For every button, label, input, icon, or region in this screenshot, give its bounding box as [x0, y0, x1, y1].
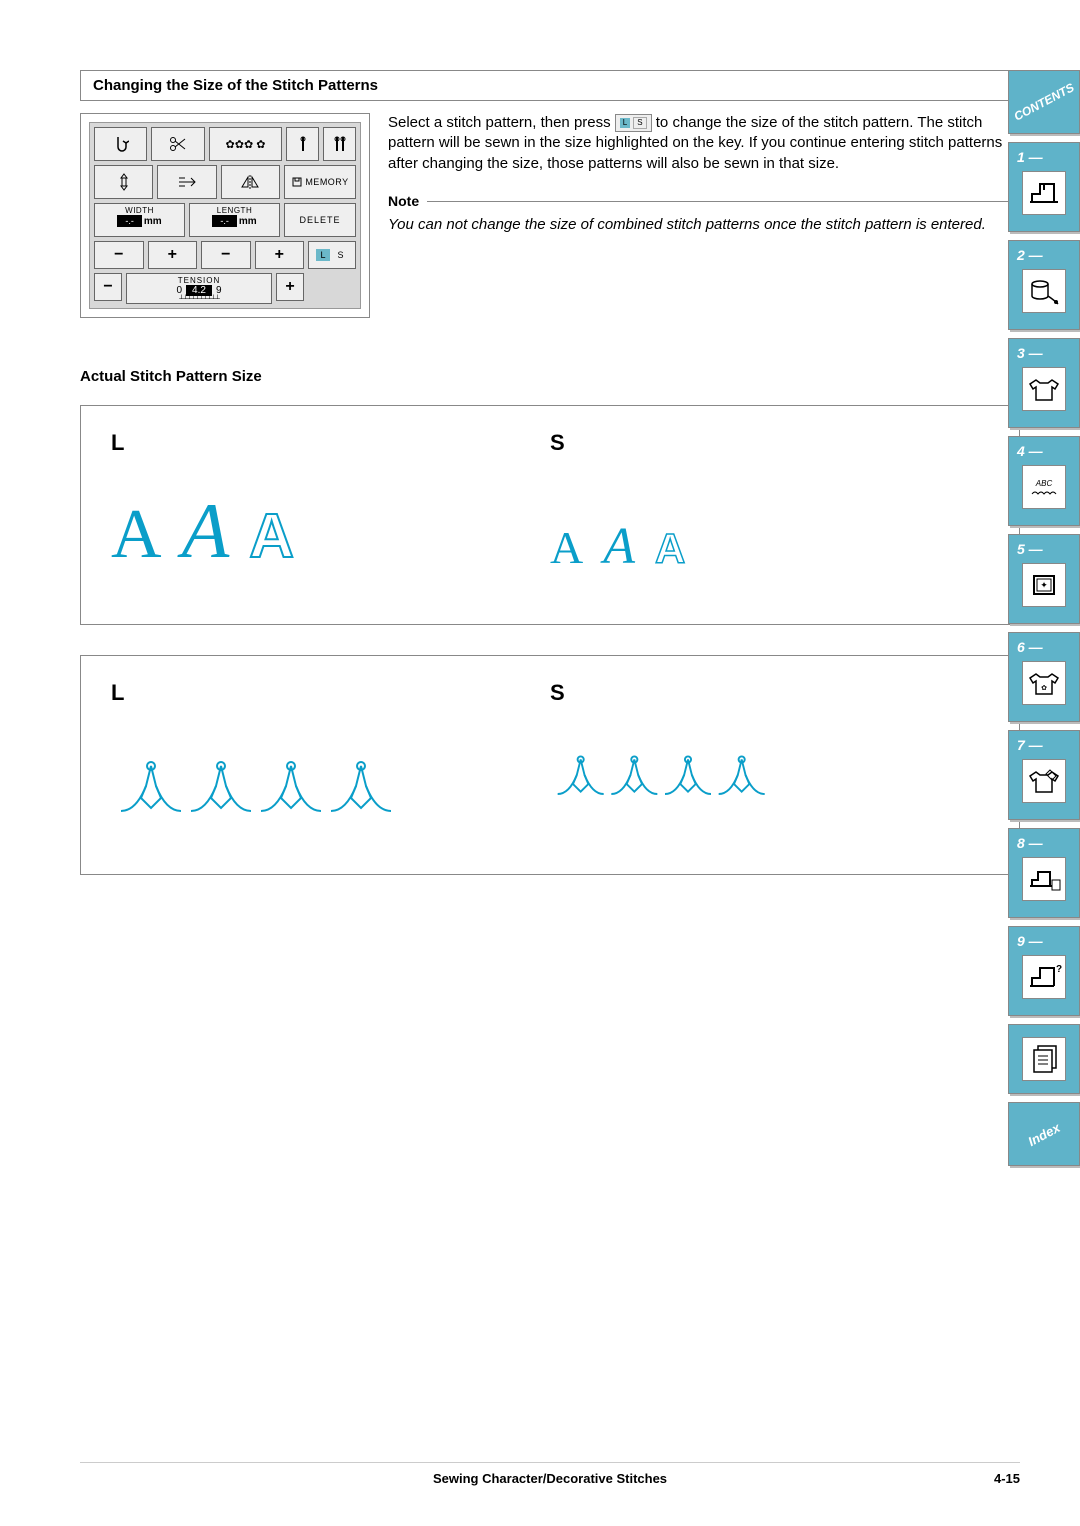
width-plus-button[interactable]: +	[148, 241, 198, 269]
tension-plus-button[interactable]: +	[276, 273, 304, 301]
needle-single-button[interactable]	[286, 127, 319, 161]
machine-question-icon: ?!	[1022, 955, 1066, 999]
updown-button[interactable]	[94, 165, 153, 199]
instruction-text: Select a stitch pattern, then press LS t…	[388, 113, 1020, 318]
tension-display: TENSION 0 4.2 9 ┴┴┴┴┴┴┴┴┴┴	[126, 273, 272, 304]
memory-button[interactable]: MEMORY	[284, 165, 356, 199]
machine-card-icon	[1022, 857, 1066, 901]
size-label-small-2: S	[550, 680, 989, 706]
tab-chapter-3[interactable]: 3 —	[1008, 338, 1080, 428]
large-chars: A A A	[111, 486, 550, 576]
width-display: WIDTH -.-mm	[94, 203, 185, 237]
size-ls-button[interactable]: LS	[308, 241, 356, 269]
size-panel-decorative: L S	[80, 655, 1020, 875]
feed-button[interactable]	[157, 165, 216, 199]
decorative-small	[550, 736, 989, 831]
size-panel-chars: L S A A A A A A	[80, 405, 1020, 625]
note-label: Note	[388, 192, 419, 211]
size-label-small: S	[550, 430, 989, 456]
tab-chapter-5[interactable]: 5 — ✦	[1008, 534, 1080, 624]
delete-button[interactable]: DELETE	[284, 203, 356, 237]
shirt-edit-icon	[1022, 759, 1066, 803]
subheading: Actual Stitch Pattern Size	[80, 368, 1020, 385]
footer-title: Sewing Character/Decorative Stitches	[140, 1471, 960, 1486]
tab-chapter-9[interactable]: 9 — ?!	[1008, 926, 1080, 1016]
section-title: Changing the Size of the Stitch Patterns	[93, 77, 1007, 94]
star-pattern-button[interactable]: ✿✿✿ ✿	[209, 127, 283, 161]
svg-text:?!: ?!	[1056, 964, 1062, 975]
section-title-box: Changing the Size of the Stitch Patterns	[80, 70, 1020, 101]
tab-chapter-7[interactable]: 7 —	[1008, 730, 1080, 820]
tab-pages[interactable]	[1008, 1024, 1080, 1094]
decorative-large	[111, 736, 550, 831]
footer-page: 4-15	[960, 1471, 1020, 1486]
scissors-button[interactable]	[151, 127, 204, 161]
pages-icon	[1022, 1037, 1066, 1081]
sewing-machine-icon	[1022, 171, 1066, 215]
size-ls-key-inline: LS	[615, 114, 652, 132]
abc-decorative-icon: ABC	[1022, 465, 1066, 509]
tab-chapter-6[interactable]: 6 — ✿	[1008, 632, 1080, 722]
tab-contents[interactable]: CONTENTS	[1008, 70, 1080, 134]
size-label-large-2: L	[111, 680, 550, 706]
mirror-button[interactable]	[221, 165, 280, 199]
tab-chapter-8[interactable]: 8 —	[1008, 828, 1080, 918]
tab-index[interactable]: Index	[1008, 1102, 1080, 1166]
note-text: You can not change the size of combined …	[388, 215, 1020, 235]
page-footer: Sewing Character/Decorative Stitches 4-1…	[80, 1462, 1020, 1486]
small-chars: A A A	[550, 517, 989, 576]
size-label-large: L	[111, 430, 550, 456]
length-minus-button[interactable]: −	[201, 241, 251, 269]
needle-double-button[interactable]	[323, 127, 356, 161]
length-plus-button[interactable]: +	[255, 241, 305, 269]
note-block: Note You can not change the size of comb…	[388, 192, 1020, 235]
lcd-panel: ✿✿✿ ✿	[80, 113, 370, 318]
shirt-dotted-icon	[1022, 367, 1066, 411]
tab-chapter-1[interactable]: 1 —	[1008, 142, 1080, 232]
star-frame-icon: ✦	[1022, 563, 1066, 607]
width-minus-button[interactable]: −	[94, 241, 144, 269]
sidebar-tabs: CONTENTS 1 — 2 — 3 — 4 — ABC 5 — ✦ 6 — ✿	[1008, 70, 1080, 1166]
shirt-pattern-icon: ✿	[1022, 661, 1066, 705]
tab-chapter-4[interactable]: 4 — ABC	[1008, 436, 1080, 526]
stitch-reverse-button[interactable]	[94, 127, 147, 161]
svg-text:✦: ✦	[1040, 580, 1048, 590]
length-display: LENGTH -.-mm	[189, 203, 280, 237]
tab-chapter-2[interactable]: 2 —	[1008, 240, 1080, 330]
tension-minus-button[interactable]: −	[94, 273, 122, 301]
thread-spool-icon	[1022, 269, 1066, 313]
svg-text:ABC: ABC	[1035, 479, 1053, 488]
svg-text:✿: ✿	[1041, 685, 1047, 692]
